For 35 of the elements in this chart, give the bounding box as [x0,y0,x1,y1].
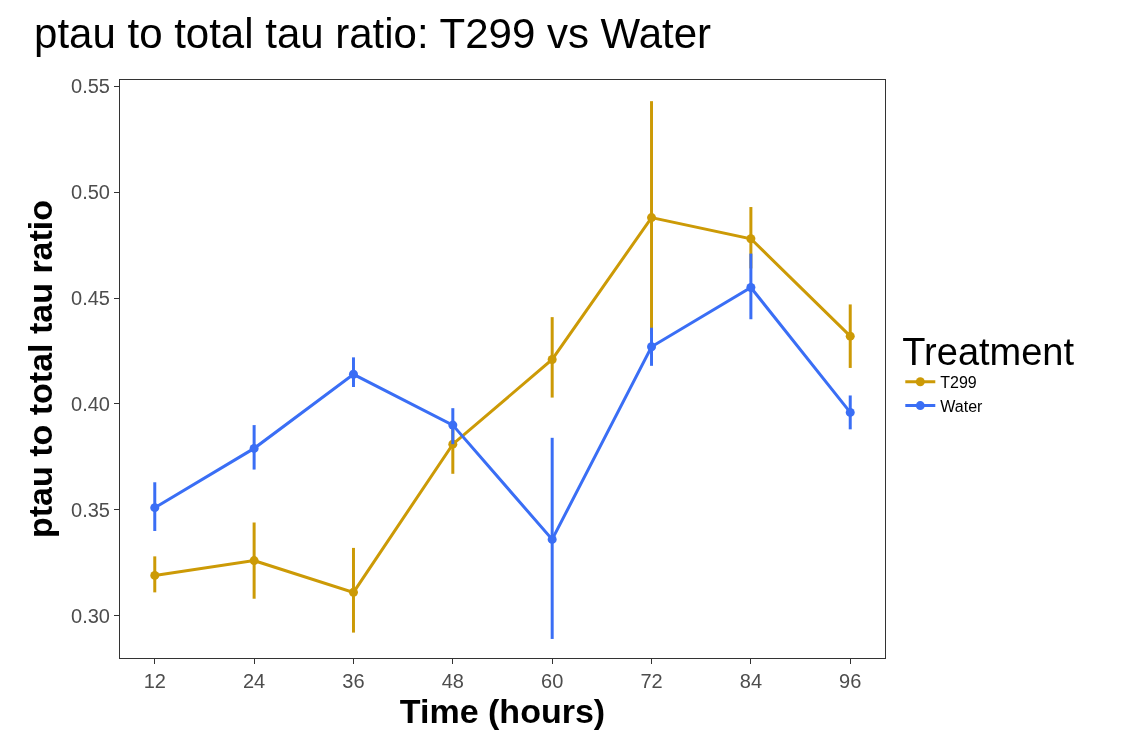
y-axis-title: ptau to total tau ratio [20,199,59,539]
point [150,503,160,513]
point [845,407,855,417]
point [647,342,657,352]
chart-title: ptau to total tau ratio: T299 vs Water [34,10,712,58]
point [746,234,756,244]
legend-title: Treatment [902,330,1075,373]
x-tick-label: 84 [739,670,763,692]
x-tick-label: 48 [441,670,464,692]
point [348,587,358,597]
y-tick-label: 0.30 [71,604,110,627]
point [249,556,259,566]
point [647,213,657,223]
x-axis-title: Time (hours) [399,692,606,731]
x-tick-label: 96 [839,670,862,692]
point [547,534,557,544]
point [249,443,259,453]
y-tick-label: 0.40 [71,392,110,415]
point [448,420,458,430]
y-tick-label: 0.55 [71,75,110,98]
x-tick-label: 72 [640,670,663,692]
y-tick-label: 0.45 [71,287,110,310]
x-tick-label: 12 [143,670,166,692]
point [746,282,756,292]
legend-label: T299 [940,374,977,392]
x-tick-label: 36 [342,670,365,692]
x-tick-label: 60 [541,670,564,692]
y-tick-label: 0.35 [71,498,110,521]
point [845,331,855,341]
point [348,369,358,379]
point [547,354,557,364]
point [150,570,160,580]
x-tick-label: 24 [242,670,266,692]
legend-label: Water [940,397,984,415]
y-tick-label: 0.50 [71,181,110,204]
